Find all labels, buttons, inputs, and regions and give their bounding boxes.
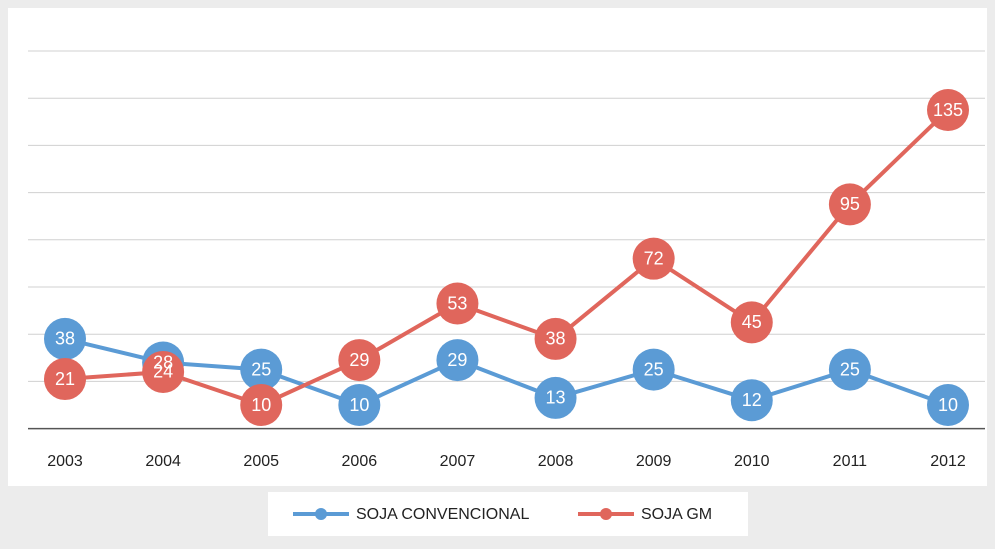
marker (632, 348, 675, 391)
marker (142, 350, 185, 393)
x-tick-label: 2007 (440, 453, 476, 470)
marker (436, 339, 479, 382)
x-tick-label: 2004 (145, 453, 181, 470)
data-label: 24 (153, 362, 173, 382)
x-tick-label: 2003 (47, 453, 83, 470)
data-label: 10 (349, 395, 369, 415)
data-label: 72 (644, 248, 664, 268)
data-label: 10 (251, 395, 271, 415)
marker (927, 384, 969, 426)
marker (534, 376, 577, 419)
marker (828, 183, 871, 226)
x-tick-label: 2009 (636, 453, 672, 470)
data-label: 29 (447, 350, 467, 370)
legend-marker (600, 508, 612, 520)
data-label: 25 (251, 359, 271, 379)
x-tick-label: 2005 (243, 453, 279, 470)
x-tick-label: 2011 (833, 453, 868, 470)
x-tick-label: 2010 (734, 453, 770, 470)
marker (436, 282, 479, 325)
data-label: 38 (55, 329, 75, 349)
legend-label: SOJA GM (641, 506, 712, 523)
x-tick-label: 2008 (538, 453, 574, 470)
data-label: 29 (349, 350, 369, 370)
legend-label: SOJA CONVENCIONAL (356, 506, 529, 523)
data-label: 13 (546, 388, 566, 408)
legend-marker (315, 508, 327, 520)
marker (44, 317, 86, 360)
data-label: 12 (742, 390, 762, 410)
data-label: 38 (546, 329, 566, 349)
data-label: 135 (933, 100, 963, 120)
marker (828, 348, 871, 391)
data-label: 25 (644, 359, 664, 379)
data-label: 45 (742, 312, 762, 332)
data-label: 10 (938, 395, 958, 415)
x-tick-label: 2012 (930, 453, 966, 470)
series-line (64, 336, 949, 407)
series-line (64, 108, 950, 407)
marker (632, 237, 675, 280)
data-label: 28 (153, 352, 173, 372)
marker (44, 358, 86, 401)
marker (338, 339, 381, 382)
plot-panel (8, 8, 987, 486)
marker (730, 379, 773, 422)
x-tick-label: 2006 (342, 453, 378, 470)
marker (534, 317, 577, 360)
data-label: 25 (840, 359, 860, 379)
marker (338, 384, 381, 426)
data-label: 95 (840, 194, 860, 214)
data-label: 21 (55, 369, 75, 389)
marker (240, 384, 283, 426)
marker (927, 89, 969, 131)
marker (730, 301, 773, 344)
marker (240, 348, 283, 391)
data-label: 53 (447, 293, 467, 313)
